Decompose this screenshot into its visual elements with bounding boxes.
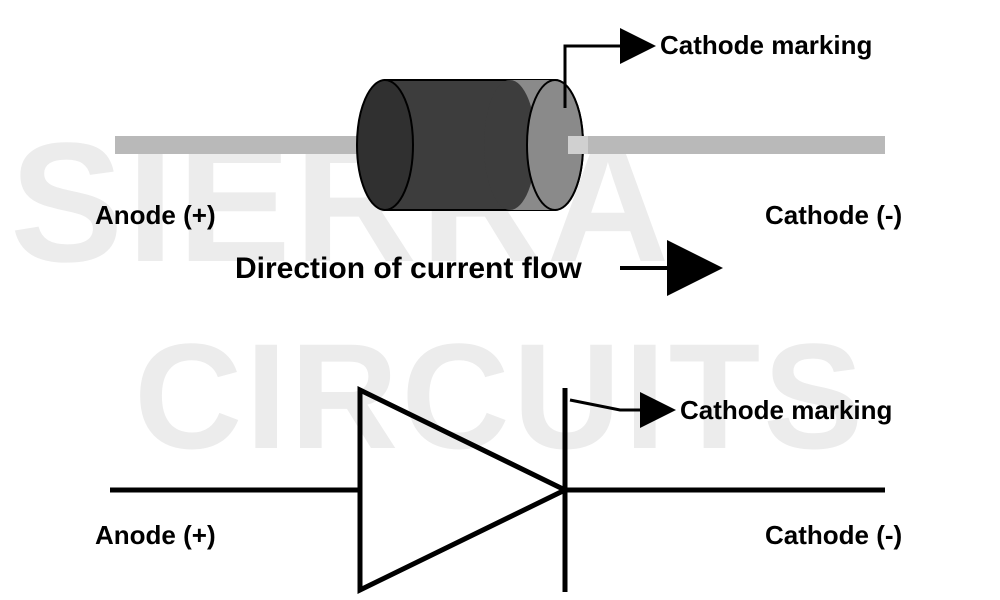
schematic-anode-label: Anode (+) (95, 520, 216, 551)
diode-diagram: SIERRA CIRCUITS (0, 0, 1000, 600)
diagram-svg (0, 0, 1000, 600)
physical-anode-label: Anode (+) (95, 200, 216, 231)
physical-marker-arrow (565, 46, 650, 108)
schematic-cathode-label: Cathode (-) (765, 520, 902, 551)
current-flow-label: Direction of current flow (235, 252, 582, 286)
physical-marker-label: Cathode marking (660, 30, 872, 61)
schematic-marker-arrow (570, 400, 670, 410)
diode-triangle (360, 390, 565, 590)
schematic-marker-label: Cathode marking (680, 395, 892, 426)
cathode-band (484, 80, 588, 210)
physical-diode-body (357, 80, 588, 210)
physical-cathode-label: Cathode (-) (765, 200, 902, 231)
